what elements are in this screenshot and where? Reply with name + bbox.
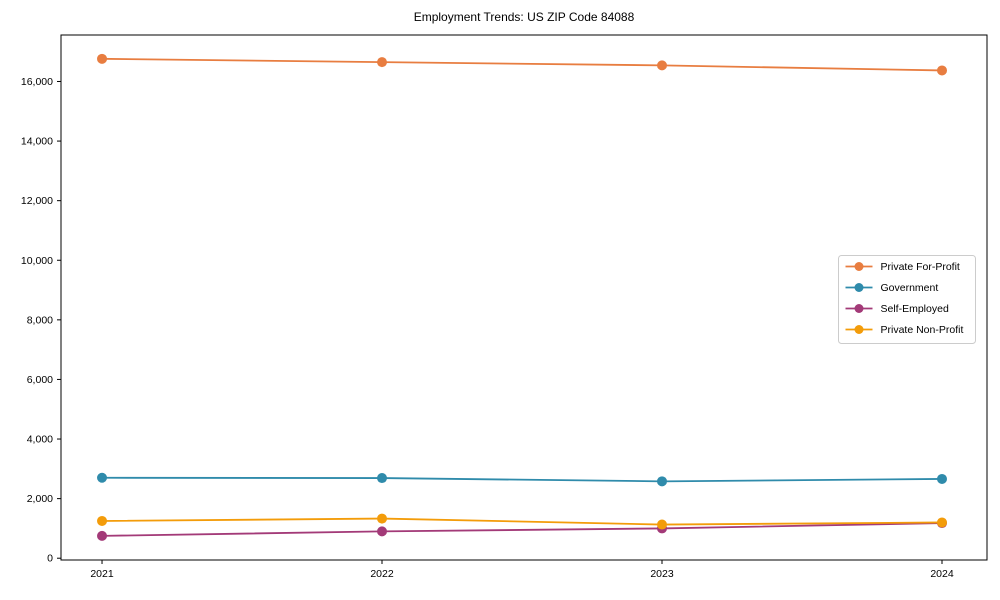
- legend-box: [838, 255, 976, 344]
- legend-entry-self-employed: Self-Employed: [845, 303, 949, 315]
- legend-marker-icon: [854, 262, 864, 271]
- point-private-non-profit-2023: [657, 519, 668, 530]
- y-tick-label: 16,000: [21, 76, 53, 88]
- x-tick-label: 2022: [370, 568, 394, 580]
- y-tick-label: 0: [47, 553, 53, 565]
- y-tick-label: 4,000: [27, 434, 53, 446]
- y-tick-label: 6,000: [27, 374, 53, 386]
- point-government-2022: [377, 473, 388, 484]
- y-tick-label: 12,000: [21, 195, 53, 207]
- point-self-employed-2022: [377, 526, 388, 537]
- legend-entry-private-for-profit: Private For-Profit: [845, 261, 960, 273]
- legend-label: Private Non-Profit: [881, 324, 964, 336]
- y-tick-label: 2,000: [27, 493, 53, 505]
- y-tick-label: 14,000: [21, 136, 53, 148]
- legend-label: Self-Employed: [881, 303, 949, 315]
- line-series-government: [102, 476, 943, 483]
- point-private-non-profit-2021: [97, 515, 108, 526]
- legend-entry-government: Government: [845, 282, 939, 294]
- legend-entry-private-non-profit: Private Non-Profit: [845, 324, 964, 336]
- y-tick-label: 10,000: [21, 255, 53, 267]
- legend-marker-icon: [854, 283, 864, 292]
- point-private-non-profit-2024: [936, 517, 947, 528]
- legend-label: Private For-Profit: [881, 261, 960, 273]
- point-private-for-profit-2024: [936, 65, 947, 76]
- y-tick-label: 8,000: [27, 314, 53, 326]
- point-private-for-profit-2023: [657, 60, 668, 71]
- chart-title: Employment Trends: US ZIP Code 84088: [413, 10, 635, 24]
- legend-marker-icon: [854, 304, 864, 313]
- point-government-2021: [97, 472, 108, 483]
- line-series-self-employed: [102, 522, 943, 537]
- point-government-2024: [936, 473, 947, 484]
- line-series-private-non-profit: [102, 517, 943, 526]
- point-self-employed-2021: [97, 530, 108, 541]
- point-private-for-profit-2021: [97, 53, 108, 64]
- point-private-non-profit-2022: [377, 513, 388, 524]
- legend-marker-icon: [854, 325, 864, 334]
- legend-label: Government: [881, 282, 939, 294]
- plot-border: [60, 34, 988, 561]
- x-tick-label: 2021: [90, 568, 114, 580]
- x-tick-label: 2024: [930, 568, 954, 580]
- line-series-private-for-profit: [102, 57, 943, 72]
- point-private-for-profit-2022: [377, 57, 388, 68]
- x-tick-label: 2023: [650, 568, 674, 580]
- point-government-2023: [657, 476, 668, 487]
